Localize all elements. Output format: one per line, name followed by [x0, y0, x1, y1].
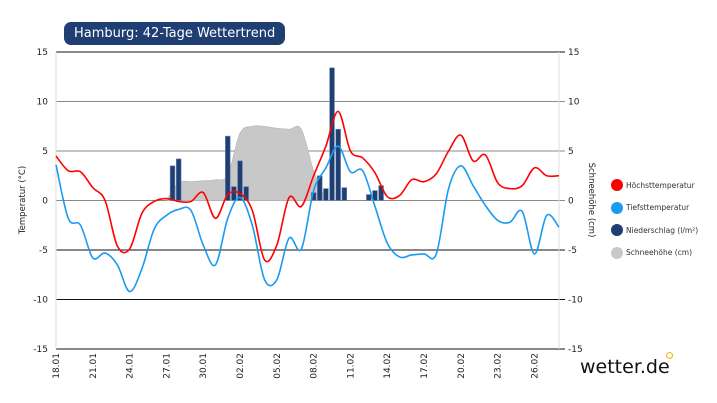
legend-label: Tiefsttemperatur — [626, 203, 690, 213]
precipitation-bar — [366, 194, 372, 201]
navy-dot-icon — [611, 224, 623, 237]
logo-sun-icon — [666, 352, 673, 359]
x-tick-label: 21.01 — [89, 353, 99, 379]
precipitation-bar — [243, 186, 249, 201]
y2-tick-label: -5 — [568, 246, 577, 256]
x-tick-label: 18.01 — [52, 353, 62, 379]
precipitation-bar — [237, 160, 243, 201]
max-temperature-line — [55, 110, 560, 263]
x-tick-label: 23.02 — [494, 353, 504, 379]
x-tick-label: 26.02 — [530, 353, 540, 379]
precipitation-bar — [372, 190, 378, 201]
legend-item-snow[interactable]: Schneehöhe (cm) — [611, 242, 698, 265]
y2-tick-label: 0 — [568, 197, 574, 207]
chart-title: Hamburg: 42-Tage Wettertrend — [64, 22, 286, 45]
x-tick-label: 14.02 — [383, 353, 393, 379]
legend-label: Höchsttemperatur — [626, 180, 695, 190]
precipitation-bar — [329, 67, 335, 201]
y-tick-label: -5 — [39, 246, 48, 256]
precipitation-bar — [225, 135, 231, 201]
y-tick-label: -10 — [33, 296, 48, 306]
y2-tick-label: -15 — [568, 345, 583, 355]
y-axis-label: Temperatur (°C) — [18, 166, 28, 235]
y-tick-label: 0 — [42, 197, 48, 207]
precipitation-bar — [341, 187, 348, 201]
gray-dot-icon — [611, 246, 623, 259]
y2-axis-label: Schneehöhe (cm) — [586, 163, 596, 238]
precipitation-bar — [175, 158, 182, 201]
legend-label: Niederschlag (l/m²) — [626, 225, 699, 235]
x-tick-label: 30.01 — [199, 353, 209, 379]
y-tick-label: 10 — [37, 98, 49, 108]
legend: Höchsttemperatur Tiefsttemperatur Nieder… — [611, 174, 698, 264]
x-tick-label: 08.02 — [310, 353, 320, 379]
precipitation-bar — [231, 186, 237, 201]
x-tick-label: 24.01 — [126, 353, 136, 379]
legend-label: Schneehöhe (cm) — [626, 248, 692, 258]
legend-item-max-temp[interactable]: Höchsttemperatur — [611, 174, 698, 197]
y2-tick-label: 15 — [568, 48, 579, 58]
y2-tick-label: 10 — [568, 98, 580, 108]
y2-tick-label: -10 — [568, 296, 583, 306]
y2-tick-label: 5 — [568, 147, 574, 157]
x-tick-label: 05.02 — [273, 353, 283, 379]
precipitation-bar — [323, 188, 329, 201]
x-tick-label: 11.02 — [346, 353, 356, 379]
legend-item-precipitation[interactable]: Niederschlag (l/m²) — [611, 219, 698, 242]
legend-item-min-temp[interactable]: Tiefsttemperatur — [611, 197, 698, 220]
x-tick-label: 20.02 — [457, 353, 467, 379]
y-tick-label: -15 — [33, 345, 48, 355]
snow-depth-area — [165, 125, 327, 201]
y-tick-label: 5 — [42, 147, 48, 157]
x-tick-label: 17.02 — [420, 353, 430, 379]
x-tick-label: 02.02 — [236, 353, 246, 379]
min-temperature-line — [55, 145, 560, 293]
x-tick-label: 27.01 — [162, 353, 172, 379]
blue-dot-icon — [611, 201, 623, 214]
wetter-de-logo[interactable]: wetter.de — [580, 356, 670, 378]
precipitation-bar — [335, 128, 341, 201]
precipitation-bar — [169, 165, 176, 201]
y-tick-label: 15 — [37, 48, 48, 58]
red-dot-icon — [611, 179, 623, 192]
